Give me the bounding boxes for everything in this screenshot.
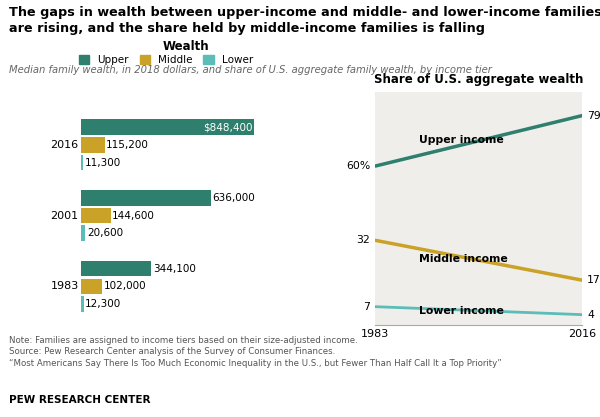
Bar [81, 261, 151, 276]
Bar [81, 119, 254, 135]
Text: 32: 32 [356, 235, 370, 245]
Text: 636,000: 636,000 [212, 193, 255, 203]
Text: Median family wealth, in 2018 dollars, and share of U.S. aggregate family wealth: Median family wealth, in 2018 dollars, a… [9, 65, 492, 75]
Bar [81, 155, 83, 170]
Text: 4: 4 [587, 310, 594, 320]
Title: Wealth: Wealth [163, 40, 210, 53]
Bar [81, 137, 104, 153]
Text: $848,400: $848,400 [203, 122, 252, 132]
Text: 7: 7 [364, 301, 370, 311]
Text: 60%: 60% [346, 161, 370, 171]
Bar [81, 279, 102, 294]
Text: 11,300: 11,300 [85, 158, 121, 168]
Bar [81, 226, 85, 241]
Text: 115,200: 115,200 [106, 140, 149, 150]
Text: 20,600: 20,600 [87, 228, 123, 238]
Bar [81, 208, 110, 224]
Text: 79: 79 [587, 111, 600, 121]
Text: Note: Families are assigned to income tiers based on their size-adjusted income.: Note: Families are assigned to income ti… [9, 336, 502, 368]
Text: Middle income: Middle income [419, 254, 508, 264]
Legend: Upper, Middle, Lower: Upper, Middle, Lower [79, 55, 253, 65]
Text: 12,300: 12,300 [85, 299, 121, 309]
Text: 2001: 2001 [50, 211, 79, 221]
Bar [81, 296, 83, 312]
Text: 144,600: 144,600 [112, 211, 155, 221]
Text: 2016: 2016 [50, 140, 79, 150]
Text: Upper income: Upper income [419, 135, 504, 145]
Text: 102,000: 102,000 [103, 281, 146, 291]
Text: 344,100: 344,100 [153, 264, 196, 274]
Text: Lower income: Lower income [419, 306, 504, 317]
Text: 17: 17 [587, 275, 600, 285]
Title: Share of U.S. aggregate wealth: Share of U.S. aggregate wealth [374, 73, 583, 86]
Text: PEW RESEARCH CENTER: PEW RESEARCH CENTER [9, 395, 151, 405]
Bar [81, 190, 211, 206]
Text: The gaps in wealth between upper-income and middle- and lower-income families
ar: The gaps in wealth between upper-income … [9, 6, 600, 35]
Text: 1983: 1983 [50, 281, 79, 291]
